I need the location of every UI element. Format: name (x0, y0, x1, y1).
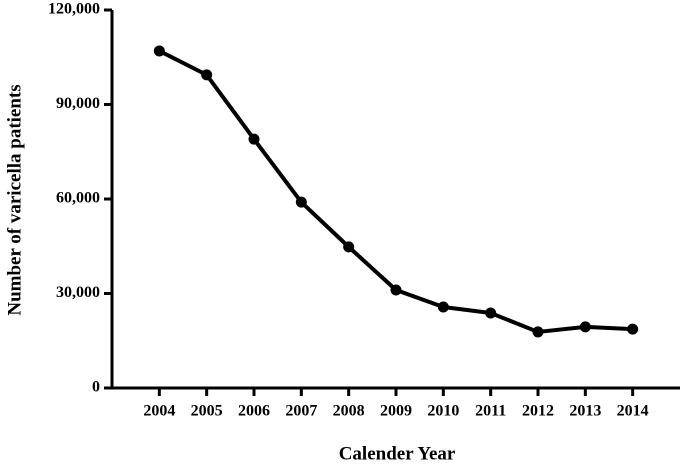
x-tick-label: 2011 (475, 403, 506, 420)
point (153, 45, 165, 57)
x-tick-label: 2007 (285, 403, 317, 420)
point (437, 301, 449, 313)
y-tick-label: 60,000 (56, 190, 100, 207)
x-tick-label: 2010 (427, 403, 459, 420)
x-tick-label: 2009 (380, 403, 412, 420)
x-tick-label: 2012 (522, 403, 554, 420)
point (295, 196, 307, 208)
y-tick-label: 30,000 (56, 284, 100, 301)
point (201, 69, 213, 81)
x-tick-label: 2014 (617, 403, 649, 420)
x-tick-label: 2004 (143, 403, 175, 420)
x-tick-label: 2005 (191, 403, 223, 420)
point (627, 323, 639, 335)
x-tick-label: 2008 (333, 403, 365, 420)
point (248, 133, 260, 145)
x-tick-label: 2013 (569, 403, 601, 420)
y-tick-label: 0 (92, 379, 100, 396)
point (485, 307, 497, 319)
y-tick-label: 90,000 (56, 95, 100, 112)
point (343, 241, 355, 253)
y-tick-label: 120,000 (48, 1, 100, 18)
y-axis-title: Number of varicella patients (4, 84, 25, 315)
x-tick-label: 2006 (238, 403, 270, 420)
x-axis-title: Calender Year (339, 443, 456, 464)
point (532, 326, 544, 338)
point (579, 321, 591, 333)
point (390, 284, 402, 296)
